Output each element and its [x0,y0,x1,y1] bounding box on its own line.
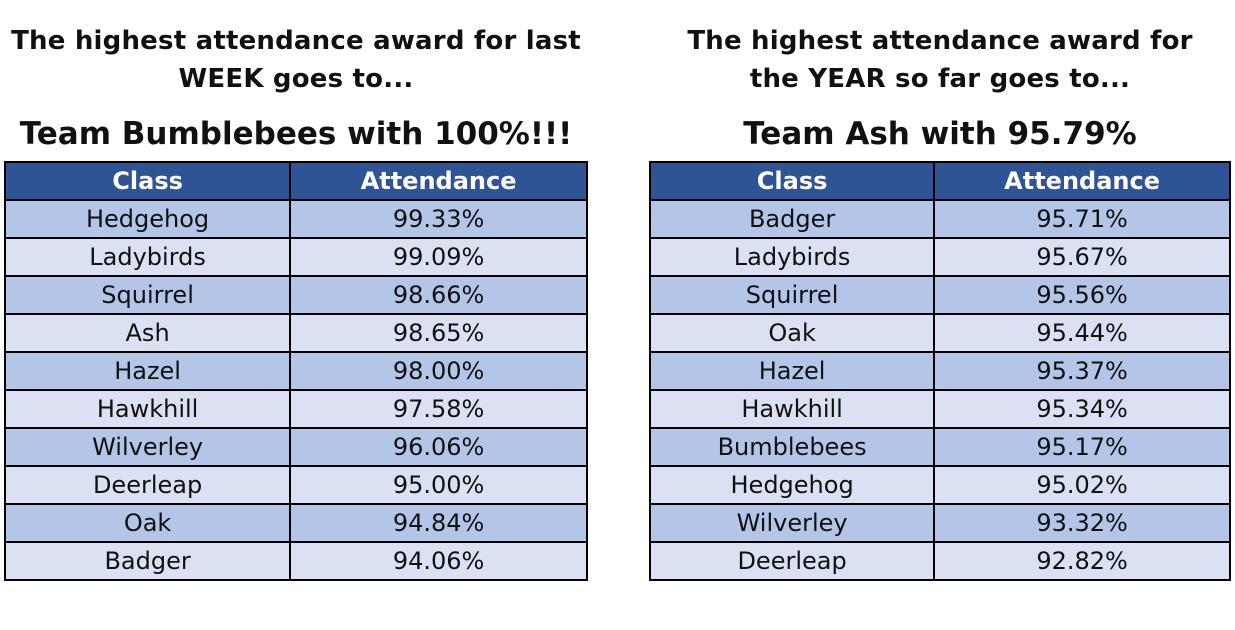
table-row: Hawkhill 95.34% [648,389,1231,429]
class-cell: Ladybirds [3,237,292,277]
class-cell: Wilverley [648,503,936,543]
attendance-cell: 93.32% [933,503,1231,543]
class-cell: Oak [648,313,936,353]
yearly-heading-line-1: The highest attendance award for [687,26,1193,56]
column-header-class: Class [3,161,292,201]
class-cell: Hazel [3,351,292,391]
class-cell: Hedgehog [3,199,292,239]
attendance-cell: 94.84% [289,503,588,543]
weekly-award-heading: The highest attendance award for last WE… [4,22,588,98]
class-cell: Badger [3,541,292,581]
table-row: Wilverley 93.32% [648,503,1231,543]
table-row: Ladybirds 99.09% [3,237,588,277]
yearly-heading-line-2: the YEAR so far goes to... [749,64,1131,94]
table-row: Hazel 95.37% [648,351,1231,391]
table-row: Ladybirds 95.67% [648,237,1231,277]
table-row: Badger 94.06% [3,541,588,581]
table-row: Hedgehog 95.02% [648,465,1231,505]
table-row: Deerleap 95.00% [3,465,588,505]
class-cell: Deerleap [3,465,292,505]
table-row: Oak 95.44% [648,313,1231,353]
table-row: Wilverley 96.06% [3,427,588,467]
yearly-award-heading: The highest attendance award for the YEA… [649,22,1231,98]
class-cell: Squirrel [648,275,936,315]
table-row: Badger 95.71% [648,199,1231,239]
attendance-cell: 97.58% [289,389,588,429]
attendance-cell: 95.00% [289,465,588,505]
attendance-cell: 98.65% [289,313,588,353]
class-cell: Hedgehog [648,465,936,505]
attendance-cell: 99.33% [289,199,588,239]
weekly-attendance-table: Class Attendance Hedgehog 99.33% Ladybir… [3,161,588,581]
attendance-cell: 95.17% [933,427,1231,467]
column-header-attendance: Attendance [933,161,1231,201]
yearly-winner: Team Ash with 95.79% [743,116,1137,152]
column-header-attendance: Attendance [289,161,588,201]
attendance-cell: 99.09% [289,237,588,277]
attendance-cell: 95.56% [933,275,1231,315]
table-row: Squirrel 98.66% [3,275,588,315]
weekly-heading-line-2: WEEK goes to... [178,64,414,94]
attendance-cell: 96.06% [289,427,588,467]
class-cell: Hazel [648,351,936,391]
table-row: Hawkhill 97.58% [3,389,588,429]
class-cell: Wilverley [3,427,292,467]
class-cell: Hawkhill [3,389,292,429]
table-row: Squirrel 95.56% [648,275,1231,315]
table-row: Hazel 98.00% [3,351,588,391]
class-cell: Ladybirds [648,237,936,277]
attendance-cell: 98.00% [289,351,588,391]
table-row: Hedgehog 99.33% [3,199,588,239]
class-cell: Ash [3,313,292,353]
class-cell: Bumblebees [648,427,936,467]
class-cell: Oak [3,503,292,543]
attendance-cell: 95.71% [933,199,1231,239]
yearly-attendance-table: Class Attendance Badger 95.71% Ladybirds… [648,161,1231,581]
table-row: Ash 98.65% [3,313,588,353]
table-header-row: Class Attendance [648,161,1231,201]
attendance-cell: 98.66% [289,275,588,315]
attendance-cell: 95.02% [933,465,1231,505]
attendance-cell: 94.06% [289,541,588,581]
table-row: Oak 94.84% [3,503,588,543]
class-cell: Badger [648,199,936,239]
table-header-row: Class Attendance [3,161,588,201]
attendance-cell: 95.37% [933,351,1231,391]
table-row: Bumblebees 95.17% [648,427,1231,467]
class-cell: Squirrel [3,275,292,315]
class-cell: Hawkhill [648,389,936,429]
attendance-cell: 92.82% [933,541,1231,581]
attendance-cell: 95.44% [933,313,1231,353]
column-header-class: Class [648,161,936,201]
attendance-cell: 95.67% [933,237,1231,277]
weekly-winner: Team Bumblebees with 100%!!! [19,116,573,152]
class-cell: Deerleap [648,541,936,581]
weekly-heading-line-1: The highest attendance award for last [11,26,581,56]
attendance-cell: 95.34% [933,389,1231,429]
table-row: Deerleap 92.82% [648,541,1231,581]
